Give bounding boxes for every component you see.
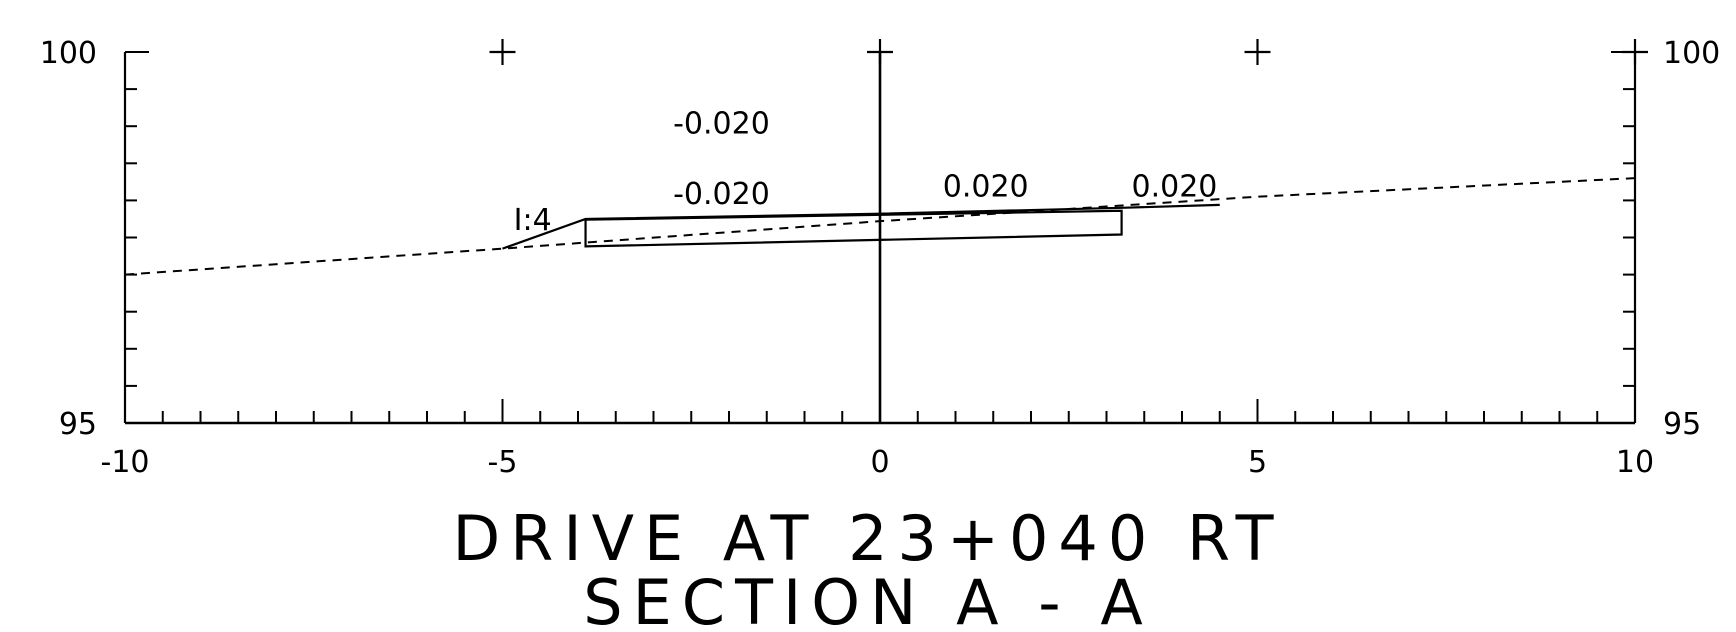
slope-label: -0.020 <box>673 177 770 212</box>
axis-ticks <box>124 51 1636 424</box>
y-left-tick-label: 100 <box>40 36 97 71</box>
grid-cross-marks <box>489 39 1648 65</box>
x-tick-label: 0 <box>870 445 889 480</box>
pavement-section <box>584 209 1123 248</box>
x-tick-label: 5 <box>1248 445 1267 480</box>
x-tick-label: -10 <box>101 445 150 480</box>
axis-labels: -10 -5 0 5 10 95 100 95 100 <box>40 36 1721 480</box>
y-left-tick-label: 95 <box>59 407 97 442</box>
slope-annotations: -0.020 -0.020 0.020 0.020 I:4 <box>514 107 1218 238</box>
existing-ground-line <box>124 177 1636 276</box>
slope-label: 0.020 <box>943 170 1029 205</box>
drawing-subtitle: SECTION A - A <box>583 566 1152 632</box>
pavement-box <box>584 209 1123 248</box>
slope-label: 0.020 <box>1132 170 1218 205</box>
x-tick-label: 10 <box>1616 445 1654 480</box>
plot-frame <box>123 52 1637 425</box>
slope-label: I:4 <box>514 203 552 238</box>
y-right-tick-label: 95 <box>1663 407 1701 442</box>
x-tick-label: -5 <box>488 445 518 480</box>
y-right-tick-label: 100 <box>1663 36 1720 71</box>
drawing-title: DRIVE AT 23+040 RT <box>453 502 1284 575</box>
slope-label: -0.020 <box>673 107 770 142</box>
